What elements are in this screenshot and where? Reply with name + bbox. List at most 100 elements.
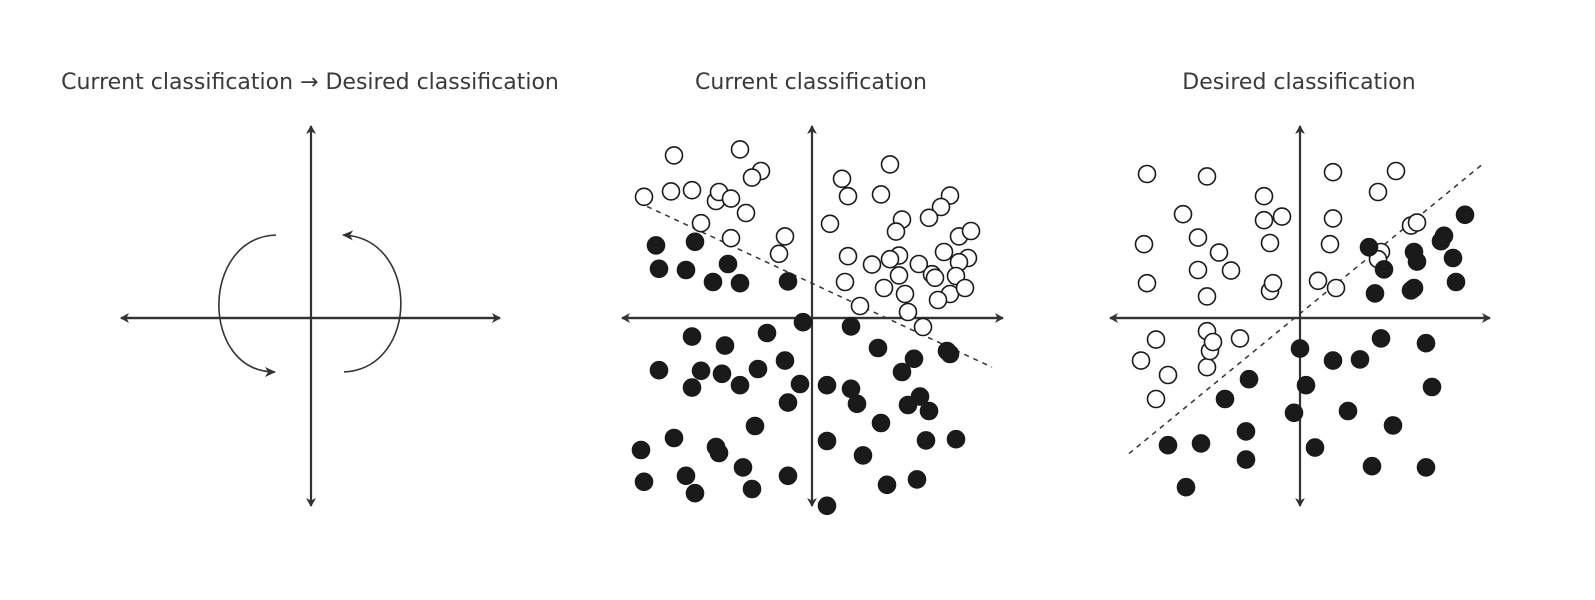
desired-filled-point-28 bbox=[1455, 205, 1475, 225]
current-open-point-25 bbox=[934, 242, 954, 262]
current-open-point-34 bbox=[835, 272, 855, 292]
desired-filled-point-9 bbox=[1236, 422, 1256, 441]
desired-filled-point-5 bbox=[1416, 333, 1436, 353]
current-filled-point-43 bbox=[685, 483, 705, 503]
current-open-point-35 bbox=[874, 278, 894, 298]
desired-filled-point-17 bbox=[1383, 416, 1403, 435]
desired-open-point-19 bbox=[1230, 329, 1250, 348]
desired-open-point-29 bbox=[1308, 271, 1328, 291]
current-filled-point-1 bbox=[685, 232, 705, 252]
desired-open-point-14 bbox=[1221, 261, 1241, 280]
desired-open-point-6 bbox=[1134, 234, 1154, 254]
current-open-point-4 bbox=[691, 213, 711, 233]
desired-open-point-31 bbox=[1254, 210, 1274, 230]
current-points bbox=[631, 140, 981, 516]
current-filled-point-51 bbox=[916, 431, 936, 450]
desired-filled-point-24 bbox=[1404, 242, 1424, 262]
desired-filled-point-7 bbox=[1239, 369, 1259, 389]
desired-filled-point-15 bbox=[1305, 438, 1325, 457]
current-open-point-14 bbox=[769, 244, 789, 264]
desired-filled-point-0 bbox=[1290, 339, 1310, 358]
desired-open-point-1 bbox=[1197, 167, 1217, 186]
current-filled-point-11 bbox=[757, 323, 777, 343]
desired-filled-point-1 bbox=[1323, 351, 1343, 370]
current-open-point-13 bbox=[721, 228, 741, 248]
desired-decision-boundary bbox=[1128, 163, 1484, 455]
desired-open-point-12 bbox=[1188, 260, 1208, 280]
current-filled-point-49 bbox=[907, 470, 927, 489]
desired-points bbox=[1131, 161, 1475, 497]
current-filled-point-4 bbox=[718, 254, 738, 274]
current-filled-point-34 bbox=[664, 428, 684, 448]
current-filled-point-9 bbox=[715, 336, 735, 355]
desired-filled-point-13 bbox=[1236, 450, 1256, 469]
current-filled-point-21 bbox=[778, 393, 798, 412]
desired-filled-point-10 bbox=[1158, 435, 1178, 455]
desired-filled-point-20 bbox=[1446, 272, 1466, 292]
current-filled-point-14 bbox=[712, 364, 732, 384]
current-open-point-0 bbox=[664, 146, 684, 165]
current-filled-point-29 bbox=[892, 362, 912, 382]
current-classification-panel bbox=[621, 125, 1004, 516]
current-filled-point-18 bbox=[691, 361, 711, 381]
current-open-point-1 bbox=[730, 140, 750, 159]
current-filled-point-24 bbox=[868, 338, 888, 358]
current-filled-point-33 bbox=[745, 416, 765, 436]
current-open-point-8 bbox=[661, 182, 681, 201]
current-filled-point-31 bbox=[940, 344, 960, 364]
current-filled-point-19 bbox=[730, 375, 750, 395]
desired-open-point-11 bbox=[1137, 273, 1157, 293]
desired-filled-point-25 bbox=[1434, 226, 1454, 246]
current-open-point-44 bbox=[898, 302, 918, 322]
desired-filled-point-2 bbox=[1296, 375, 1316, 395]
current-filled-point-16 bbox=[748, 359, 768, 379]
desired-filled-point-16 bbox=[1338, 401, 1358, 421]
desired-open-point-2 bbox=[1254, 186, 1274, 206]
desired-filled-point-11 bbox=[1191, 434, 1211, 453]
desired-classification-panel bbox=[1109, 125, 1491, 507]
current-open-point-24 bbox=[961, 221, 981, 241]
current-open-point-47 bbox=[913, 317, 933, 337]
current-open-point-46 bbox=[928, 290, 948, 310]
desired-open-point-4 bbox=[1173, 204, 1193, 224]
desired-filled-point-3 bbox=[1350, 350, 1370, 369]
current-open-point-11 bbox=[721, 189, 741, 208]
current-filled-point-25 bbox=[904, 349, 924, 369]
current-open-point-38 bbox=[925, 268, 945, 288]
current-open-point-23 bbox=[931, 197, 951, 217]
current-filled-point-10 bbox=[775, 351, 795, 370]
desired-open-point-27 bbox=[1386, 161, 1406, 181]
current-open-point-45 bbox=[955, 278, 975, 298]
current-filled-point-12 bbox=[793, 312, 813, 332]
desired-filled-point-26 bbox=[1359, 237, 1379, 257]
current-filled-point-44 bbox=[817, 431, 837, 451]
current-filled-point-40 bbox=[733, 458, 753, 477]
desired-open-point-30 bbox=[1263, 273, 1283, 293]
rotate-arrows-icon bbox=[218, 230, 402, 377]
current-filled-point-22 bbox=[817, 375, 837, 395]
desired-open-point-35 bbox=[1407, 213, 1427, 232]
current-filled-point-15 bbox=[682, 378, 702, 397]
current-open-point-3 bbox=[682, 180, 702, 200]
desired-open-point-28 bbox=[1197, 287, 1217, 306]
desired-open-point-5 bbox=[1272, 207, 1292, 226]
desired-filled-point-27 bbox=[1374, 260, 1394, 279]
current-filled-point-13 bbox=[841, 317, 861, 336]
current-filled-point-32 bbox=[919, 401, 939, 421]
current-filled-point-3 bbox=[676, 260, 696, 280]
desired-open-point-13 bbox=[1260, 233, 1280, 253]
current-open-point-27 bbox=[838, 246, 858, 266]
current-filled-point-45 bbox=[853, 446, 873, 465]
right-rotation-arrow bbox=[342, 230, 402, 373]
desired-filled-point-8 bbox=[1215, 389, 1235, 409]
current-filled-point-7 bbox=[778, 272, 798, 291]
desired-classification-title: Desired classification bbox=[1182, 70, 1415, 95]
rotation-title: Current classification → Desired classif… bbox=[61, 70, 559, 95]
rotation-panel bbox=[120, 125, 501, 507]
current-open-point-31 bbox=[880, 249, 900, 269]
current-open-point-43 bbox=[850, 296, 870, 316]
current-filled-point-2 bbox=[649, 259, 669, 279]
desired-open-point-7 bbox=[1188, 228, 1208, 247]
current-filled-point-0 bbox=[646, 236, 666, 255]
desired-filled-point-18 bbox=[1362, 456, 1382, 476]
